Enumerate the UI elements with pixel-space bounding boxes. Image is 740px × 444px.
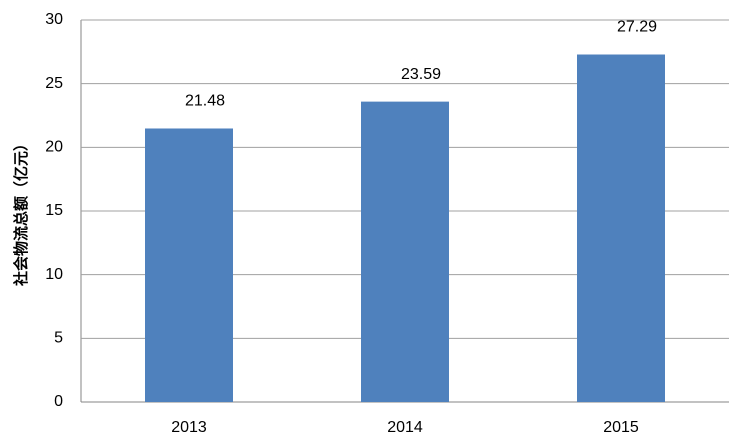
y-tick-label: 15: [45, 202, 63, 219]
y-tick-label: 25: [45, 75, 63, 92]
data-label: 23.59: [401, 66, 441, 83]
y-tick-label: 10: [45, 266, 63, 283]
y-tick-label: 20: [45, 139, 63, 156]
x-tick-label: 2014: [387, 419, 423, 436]
y-tick-label: 0: [54, 393, 63, 410]
x-tick-label: 2015: [603, 419, 639, 436]
y-axis-label: 社会物流总额（亿元）: [12, 136, 30, 287]
y-tick-label: 5: [54, 330, 63, 347]
data-label: 21.48: [185, 93, 225, 110]
bar: [145, 128, 233, 402]
data-label: 27.29: [617, 19, 657, 36]
bar: [577, 54, 665, 403]
y-tick-label: 30: [45, 11, 63, 28]
bar: [361, 101, 449, 402]
x-tick-label: 2013: [171, 419, 207, 436]
